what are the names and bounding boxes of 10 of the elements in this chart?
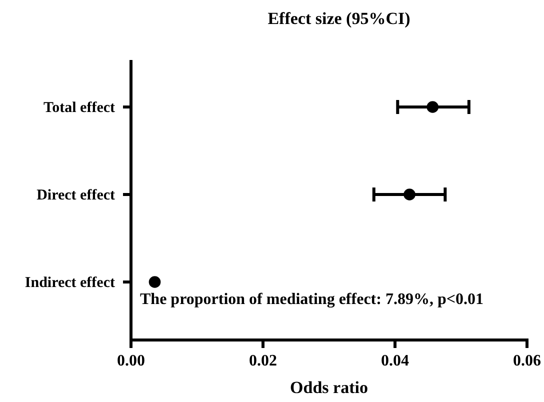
- chart-title: Effect size (95%CI): [268, 9, 410, 28]
- x-tick-label: 0.00: [117, 352, 145, 370]
- x-tick-label: 0.06: [513, 352, 541, 370]
- x-tick-label: 0.02: [249, 352, 277, 370]
- annotation: The proportion of mediating effect: 7.89%, p<0.01: [140, 291, 484, 308]
- x-axis-title: Odds ratio: [290, 378, 368, 397]
- y-tick-label: Indirect effect: [24, 274, 115, 291]
- y-tick-label: Direct effect: [36, 187, 116, 204]
- y-tick-label: Total effect: [44, 100, 116, 116]
- x-tick-label: 0.04: [381, 352, 409, 370]
